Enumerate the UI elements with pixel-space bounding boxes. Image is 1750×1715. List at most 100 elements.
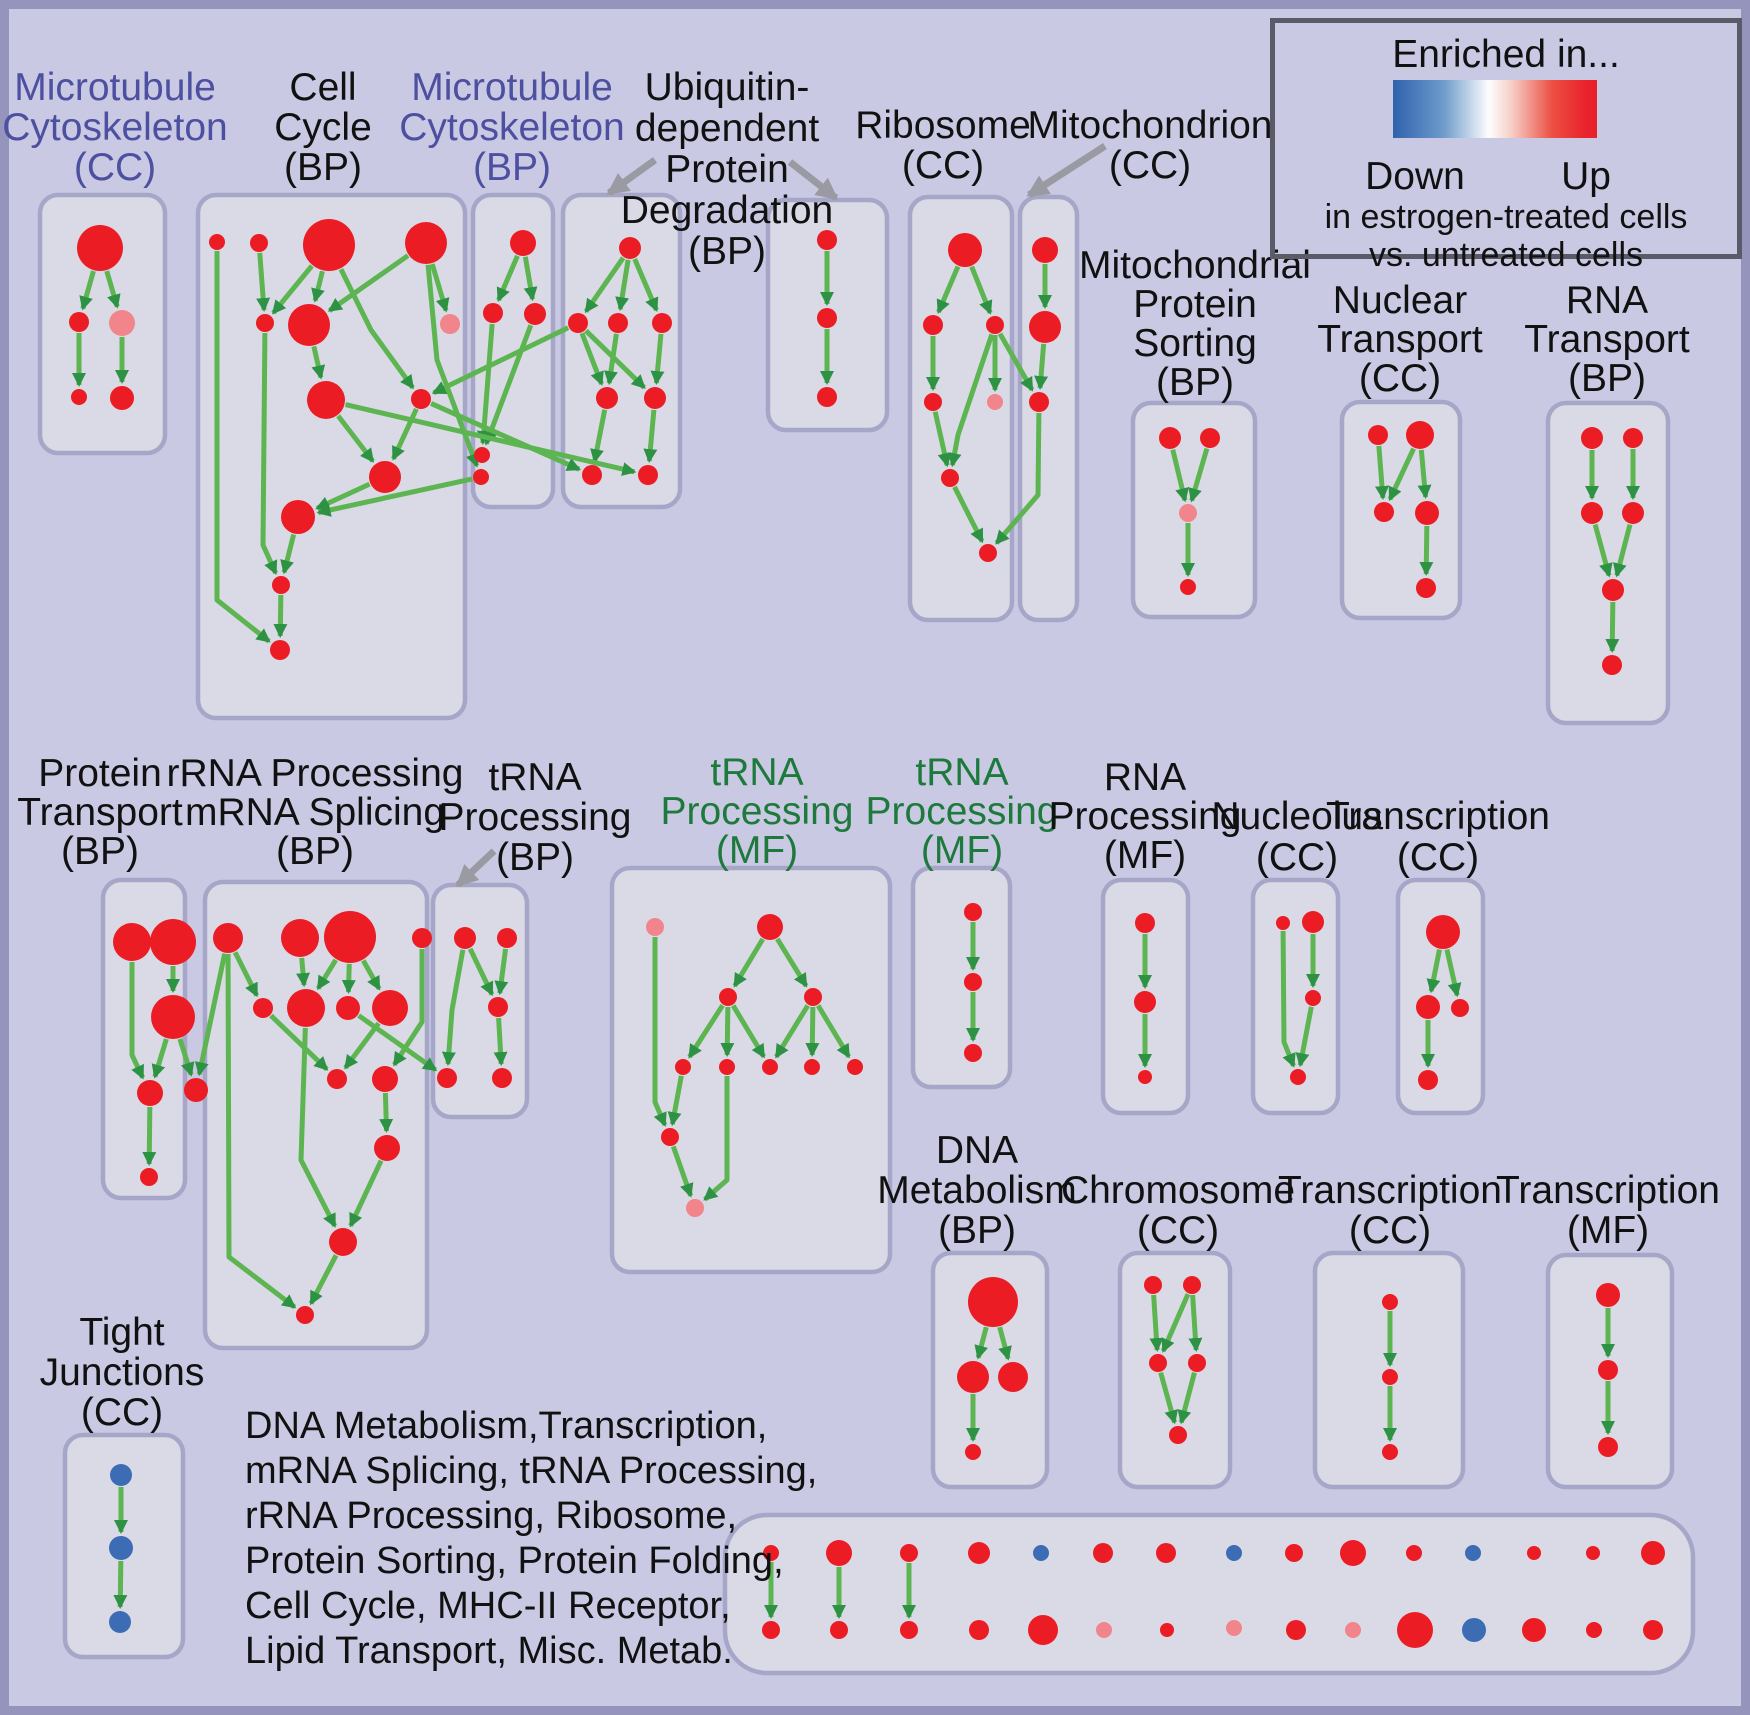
ribosome-edge-4 [932,411,952,468]
rrna-processing-node-12 [296,1306,314,1324]
ubiquitin-a-node-5 [644,387,666,409]
rrna-processing-node-4 [253,998,273,1018]
ribosome-node-5 [941,469,959,487]
rrna-processing-node-0 [213,923,243,953]
trna-processing-bp-edge-0 [441,949,466,1067]
trna-processing-mf-big-edge-6 [805,1006,820,1058]
nucleolus-node-3 [1290,1069,1306,1085]
label-ubiquitin-dependent-protein-degradation-bp: Ubiquitin-dependent Protein Degradation (BP… [621,66,833,273]
trna-processing-mf-small-node-0 [964,903,982,921]
mixed-bottom-node-0 [763,1545,779,1561]
trna-processing-mf-big-node-8 [847,1059,863,1075]
ubiquitin-a-node-0 [619,237,641,259]
ubiquitin-b-node-1 [817,308,837,328]
trna-processing-mf-big-edge-11 [703,1076,730,1202]
mitochondrion-box [1017,194,1080,623]
microtubule-cc-node-0 [77,225,123,271]
chromosome-box [1117,1250,1233,1490]
trna-processing-mf-big-node-2 [719,988,737,1006]
cell-cycle-edge-7 [311,345,326,380]
mixed-bottom-node-28 [1641,1541,1665,1565]
transcription-mf-node-2 [1598,1437,1618,1457]
rrna-processing-edge-4 [361,959,382,991]
label-rrna-processing-mrna-splicing-bp: rRNA Processing mRNA Splicing (BP) [167,752,464,873]
transcription-mf-node-1 [1598,1360,1618,1380]
rrna-processing-edge-7 [392,949,425,1067]
trna-processing-mf-big-edge-5 [774,1004,810,1059]
ribosome-node-2 [986,316,1004,334]
mixed-bottom-node-17 [1286,1620,1306,1640]
cell-cycle-box [195,192,468,721]
mixed-bottom-node-20 [1406,1545,1422,1561]
cell-cycle-edge-14 [273,594,288,639]
microtubule-bp-edge-2 [476,323,495,446]
rrna-processing-edge-8 [379,1092,394,1134]
cell-cycle-edge-0 [256,252,271,313]
transcription-cc-edge-1 [1444,949,1462,998]
pointer-ubiquitin-right [787,159,839,201]
mixed-bottom-node-9 [1028,1615,1058,1645]
misc-line-3: rRNA Processing, Ribosome, [245,1495,738,1537]
trna-processing-mf-big-node-1 [757,914,783,940]
mixed-bottom-node-14 [1226,1545,1242,1561]
label-dna-metabolism-bp: DNA Metabolism (BP) [877,1129,1076,1252]
ubiquitin-a-edge-6 [650,333,665,386]
microtubule-bp-edge-3 [483,324,534,446]
mixed-bottom-node-18 [1340,1540,1366,1566]
cell-cycle-node-0 [209,234,225,250]
trna-processing-mf-big-edge-0 [732,937,765,988]
mixed-bottom-node-3 [830,1621,848,1639]
chromosome-node-0 [1144,1276,1162,1294]
tight-junctions-node-0 [110,1464,132,1486]
misc-cluster-text: DNA Metabolism,Transcription, mRNA Splic… [245,1404,817,1674]
rrna-processing-node-11 [329,1228,357,1256]
legend-down-label: Down [1365,155,1465,198]
protein-transport-edge-1 [129,962,145,1080]
nucleolus-node-0 [1276,916,1290,930]
trna-processing-mf-big-node-0 [646,918,664,936]
trna-processing-bp-node-4 [492,1068,512,1088]
mixed-bottom-node-2 [826,1540,852,1566]
mixed-bottom-node-11 [1096,1622,1112,1638]
transcription-cc-2-node-0 [1382,1294,1398,1310]
ribosome-edge-5 [947,333,995,468]
ubiquitin-a-node-1 [568,313,588,333]
legend-title: Enriched in... [1392,33,1620,76]
ubiquitin-a-edge-0 [583,256,626,314]
rrna-processing-node-2 [324,911,376,963]
mito-protein-sorting-node-3 [1180,579,1196,595]
ubiquitin-a-edge-8 [643,409,658,464]
rrna-processing-node-8 [327,1069,347,1089]
label-nucleolus-cc: Nucleolus (CC) [1211,795,1382,879]
layer-labels: Microtubule Cytoskeleton (CC) Cell Cycle (BP)… [2,66,1720,1434]
rna-transport-node-2 [1581,502,1603,524]
transcription-cc-node-1 [1416,995,1440,1019]
mito-protein-sorting-node-1 [1200,428,1220,448]
label-chromosome-cc: Chromosome (CC) [1061,1169,1295,1252]
rna-transport-node-3 [1622,502,1644,524]
ribosome-node-4 [987,394,1003,410]
mixed-bottom-node-6 [968,1542,990,1564]
cell-cycle-node-5 [288,304,330,346]
transcription-mf-node-0 [1596,1283,1620,1307]
cell-cycle-node-4 [256,314,274,332]
legend-box: Enriched in... Down Up in estrogen-treat… [1270,18,1742,274]
trna-processing-mf-big-edge-10 [670,1145,694,1198]
nuclear-transport-edge-1 [1387,447,1416,502]
rna-processing-mf-node-2 [1138,1070,1152,1084]
cell-cycle-edge-8 [336,414,375,463]
trna-processing-mf-big-node-10 [686,1199,704,1217]
misc-line-1: DNA Metabolism,Transcription, [245,1405,768,1447]
microtubule-bp-node-2 [524,303,546,325]
ribosome-edge-6 [952,485,985,544]
cross-ubiquitin-to-hub [431,325,570,396]
protein-transport-edge-3 [177,1038,195,1077]
rrna-processing-edge-9 [298,1027,338,1228]
cell-cycle-edge-12 [280,533,297,575]
dna-metabolism-box [930,1250,1050,1490]
cell-cycle-edge-5 [429,263,450,313]
cell-cycle-node-1 [250,234,268,252]
transcription-cc-node-3 [1418,1070,1438,1090]
mixed-bottom-node-27 [1586,1622,1602,1638]
chromosome-edge-0 [1149,1294,1164,1353]
